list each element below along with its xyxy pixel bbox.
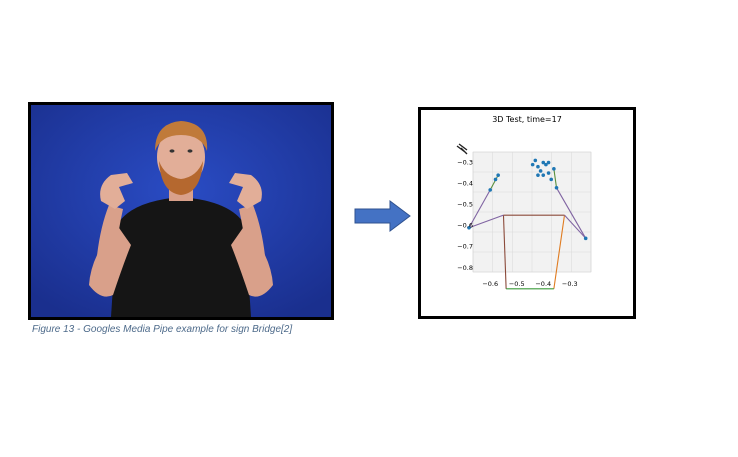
skeleton-segment <box>468 214 504 229</box>
landmark-point <box>533 158 538 163</box>
landmark-point <box>549 177 554 182</box>
y-tick-label: −0.8 <box>457 264 473 272</box>
landmark-point <box>538 169 543 173</box>
landmark-point <box>544 162 548 167</box>
y-tick-label: −0.6 <box>457 222 473 230</box>
skeleton-segment <box>489 174 499 191</box>
landmark-point <box>541 173 546 177</box>
y-tick-labels: −0.3 −0.4 −0.5 −0.6 −0.7 −0.8 <box>457 159 473 272</box>
landmark-point <box>467 225 471 230</box>
signing-photo <box>28 102 334 320</box>
x-tick-label: −0.4 <box>535 280 551 288</box>
skeleton-segment <box>553 215 566 289</box>
x-tick-labels: −0.6 −0.5 −0.4 −0.3 <box>482 280 577 288</box>
person-signing-illustration <box>31 105 331 317</box>
y-tick-label: −0.5 <box>457 201 473 209</box>
x-tick-label: −0.6 <box>482 280 498 288</box>
skeleton-segment <box>556 187 587 239</box>
plot-axes <box>456 143 468 155</box>
x-tick-label: −0.5 <box>509 280 525 288</box>
y-tick-label: −0.7 <box>457 243 473 251</box>
landmark-point <box>583 236 588 241</box>
landmark-point <box>536 164 540 169</box>
landmark-point <box>493 177 498 182</box>
landmark-point <box>546 171 551 175</box>
right-arrow-icon <box>354 200 412 237</box>
skeleton-segment <box>468 189 491 229</box>
plot-canvas: 3D Test, time=17 −0.6 −0.5 −0.4 −0.3 −0.3−0… <box>456 115 592 290</box>
skeleton-segment <box>502 215 507 289</box>
x-tick-label: −0.3 <box>562 280 578 288</box>
landmark-points <box>467 158 588 241</box>
y-tick-label: −0.4 <box>457 180 473 188</box>
skeleton-segment <box>553 168 558 188</box>
landmark-point <box>488 188 493 192</box>
landmark-point <box>496 173 500 177</box>
mediapipe-3d-plot: 3D Test, time=17 −0.6 −0.5 −0.4 −0.3 −0.3 −0… <box>418 107 636 319</box>
figure-caption: Figure 13 - Googles Media Pipe example f… <box>32 324 293 335</box>
landmark-point <box>536 173 540 177</box>
skeleton-segment <box>564 214 587 239</box>
landmark-point <box>530 162 535 167</box>
skeleton-segments <box>468 168 587 290</box>
plot-title: 3D Test, time=17 <box>492 115 562 124</box>
landmark-point <box>546 160 551 165</box>
plot-grid <box>472 151 592 273</box>
y-tick-label: −0.3 <box>457 159 473 167</box>
landmark-point <box>554 185 559 190</box>
landmark-point <box>541 160 546 165</box>
landmark-point <box>552 167 556 171</box>
